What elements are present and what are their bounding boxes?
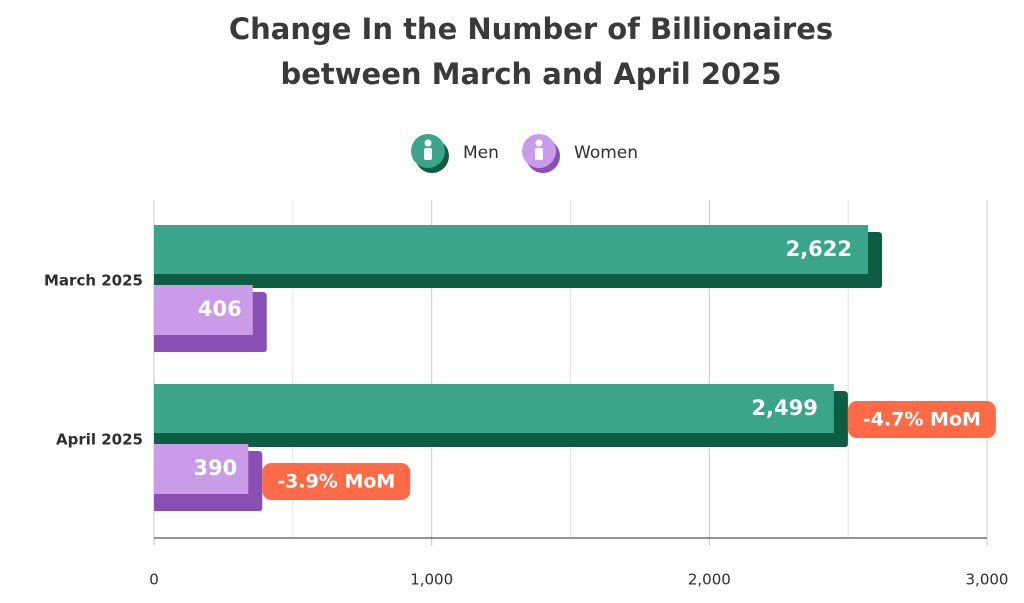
bar [154,225,869,274]
legend-icon-body [424,148,432,160]
legend-label: Women [574,143,638,163]
x-tick-label: 0 [149,571,159,589]
legend-label: Men [463,143,499,163]
category-label: April 2025 [56,431,143,449]
value-label: 2,622 [786,237,852,261]
x-tick-label: 2,000 [688,571,731,589]
value-label: 406 [198,297,242,321]
annotation: -3.9% MoM [277,471,395,493]
bar [154,384,834,433]
chart-title: Change In the Number of Billionaires [229,12,833,46]
x-tick-label: 3,000 [966,571,1009,589]
annotation: -4.7% MoM [863,409,981,431]
annotation-box [847,401,996,438]
legend-icon-head [424,139,432,147]
legend-icon-head [535,139,543,147]
chart-title: between March and April 2025 [280,57,781,91]
value-label: 390 [193,456,237,480]
category-label: March 2025 [44,272,143,290]
bar [154,444,249,494]
bar [154,285,253,335]
annotation-box [262,463,411,500]
x-tick-label: 1,000 [410,571,453,589]
value-label: 2,499 [751,396,817,420]
legend-icon-body [535,148,543,160]
